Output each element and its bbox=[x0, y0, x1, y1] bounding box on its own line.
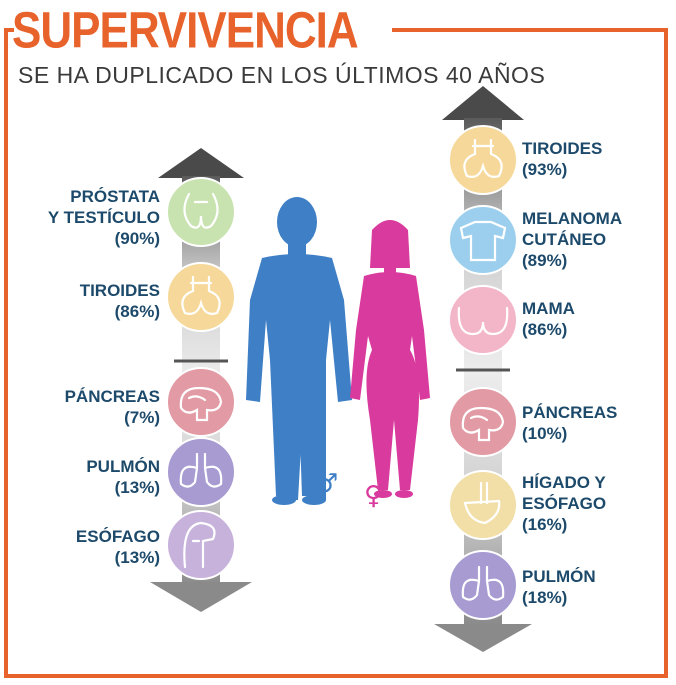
women-label-melanoma: MELANOMA CUTÁNEO (89%) bbox=[522, 209, 623, 270]
women-label-pancreas: PÁNCREAS (10%) bbox=[522, 403, 618, 443]
male-silhouette bbox=[246, 197, 352, 505]
frame-border bbox=[4, 28, 668, 678]
breast-icon bbox=[448, 285, 518, 355]
men-label-esophagus: ESÓFAGO (13%) bbox=[75, 527, 160, 567]
page-subtitle: SE HA DUPLICADO EN LOS ÚLTIMOS 40 AÑOS bbox=[18, 62, 546, 88]
female-silhouette bbox=[350, 220, 430, 498]
women-label-liver-esophagus: HÍGADO Y ESÓFAGO (16%) bbox=[522, 473, 607, 534]
prostate-testicle-icon bbox=[166, 177, 236, 247]
men-label-pancreas: PÁNCREAS (7%) bbox=[64, 387, 160, 427]
lung-icon bbox=[448, 550, 518, 620]
women-arrow bbox=[434, 86, 532, 652]
men-label-lung: PULMÓN (13%) bbox=[86, 457, 160, 497]
male-symbol: ♂ bbox=[315, 469, 338, 499]
pancreas-icon bbox=[166, 367, 236, 437]
page-title: SUPERVIVENCIA bbox=[12, 2, 359, 60]
esophagus-icon bbox=[166, 510, 236, 580]
pancreas-icon bbox=[448, 387, 518, 457]
men-label-prostate: PRÓSTATA Y TESTÍCULO (90%) bbox=[47, 187, 160, 248]
women-label-thyroid: TIROIDES (93%) bbox=[522, 139, 603, 179]
thyroid-icon bbox=[166, 262, 236, 332]
women-label-lung: PULMÓN (18%) bbox=[522, 567, 596, 607]
female-symbol: ♀ bbox=[364, 481, 383, 511]
thyroid-icon bbox=[448, 125, 518, 195]
skin-melanoma-icon bbox=[448, 205, 518, 275]
women-label-breast: MAMA (86%) bbox=[522, 299, 575, 339]
men-label-thyroid: TIROIDES (86%) bbox=[79, 281, 160, 321]
liver-esophagus-icon bbox=[448, 470, 518, 540]
lung-icon bbox=[166, 437, 236, 507]
